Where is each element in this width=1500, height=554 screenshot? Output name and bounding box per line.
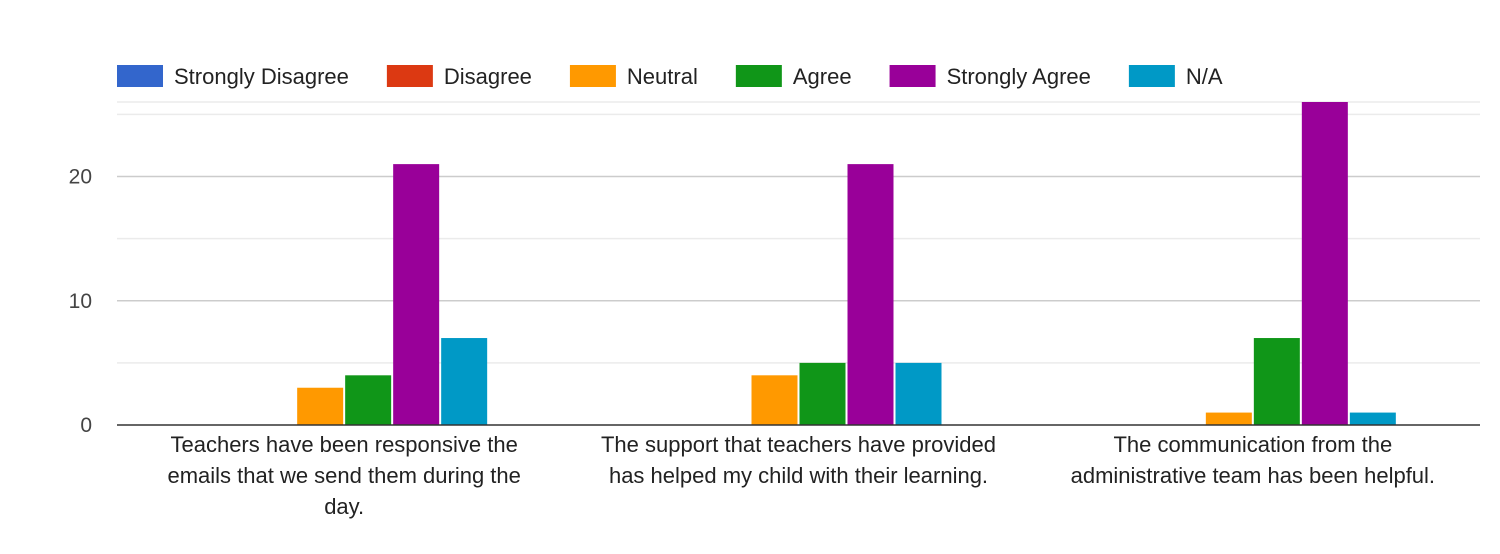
y-tick-label: 10	[69, 290, 92, 313]
legend-swatch	[117, 65, 163, 87]
bar	[1349, 412, 1396, 425]
bar	[847, 164, 894, 425]
gridlines	[117, 101, 1480, 364]
y-tick-label: 20	[69, 166, 92, 189]
legend-item: Neutral	[569, 64, 698, 89]
legend-swatch	[735, 65, 782, 87]
x-axis-category-labels: Teachers have been responsive the emails …	[167, 432, 1435, 519]
legend-item: Strongly Disagree	[117, 64, 349, 89]
legend-swatch	[1128, 65, 1175, 87]
bars	[297, 102, 1396, 425]
legend-label: Strongly Agree	[947, 64, 1091, 89]
legend-swatch	[889, 65, 936, 87]
bar	[1253, 338, 1300, 425]
x-tick-label: The support that teachers have provided h…	[601, 432, 996, 488]
x-tick-label: The communication from the administrative…	[1071, 432, 1435, 488]
legend-item: Disagree	[386, 64, 532, 89]
legend-item: Strongly Agree	[889, 64, 1091, 89]
bar	[799, 362, 846, 425]
legend-item: Agree	[735, 64, 852, 89]
legend-label: Strongly Disagree	[174, 64, 349, 89]
y-axis-ticks: 0 10 20	[69, 166, 92, 437]
legend: Strongly Disagree Disagree Neutral Agree Str…	[117, 64, 1223, 89]
bar	[751, 375, 798, 425]
bar	[393, 164, 440, 425]
bar	[441, 338, 488, 425]
legend-item: N/A	[1128, 64, 1223, 89]
legend-label: N/A	[1186, 64, 1223, 89]
bar	[297, 387, 344, 425]
bar	[345, 375, 392, 425]
x-tick-label: Teachers have been responsive the emails …	[167, 432, 520, 519]
bar	[1301, 102, 1348, 425]
y-tick-label: 0	[80, 414, 92, 437]
legend-label: Agree	[793, 64, 852, 89]
legend-swatch	[569, 65, 616, 87]
legend-label: Neutral	[627, 64, 698, 89]
legend-swatch	[386, 65, 433, 87]
bar	[1205, 412, 1252, 425]
bar	[895, 362, 942, 425]
legend-label: Disagree	[444, 64, 532, 89]
